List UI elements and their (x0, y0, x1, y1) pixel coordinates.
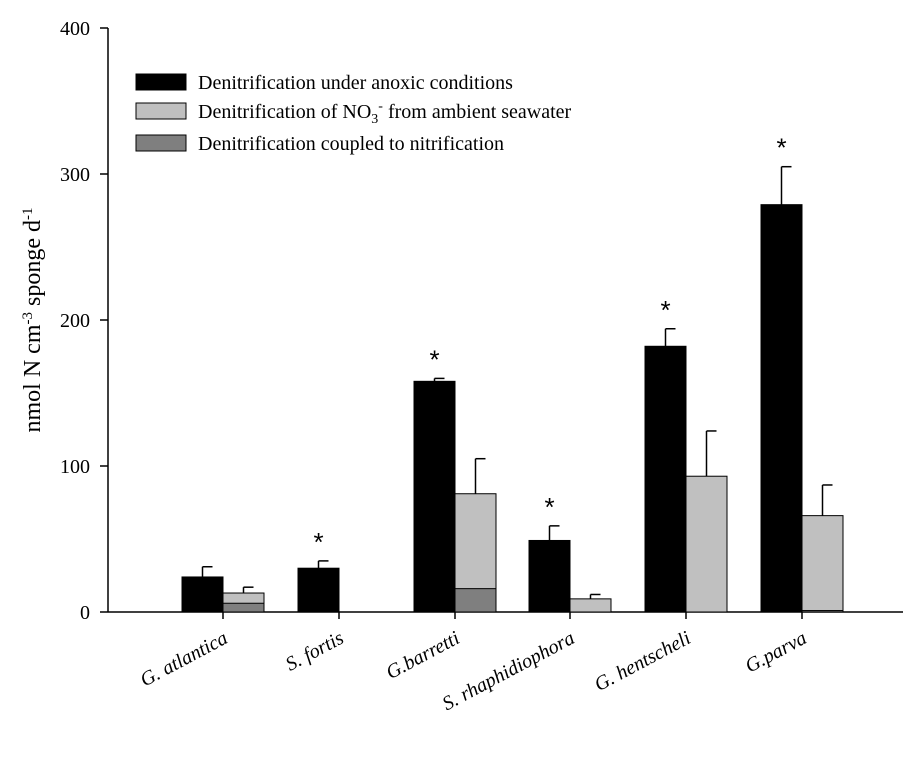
legend-swatch (135, 73, 187, 91)
error-bars (201, 165, 833, 599)
y-axis: 0 100 200 300 400 (60, 18, 109, 624)
bars (181, 204, 844, 613)
legend-label-part: Denitrification of NO (198, 101, 371, 123)
significance-star: * (544, 492, 554, 522)
legend-label-part: Denitrification coupled to nitrification (198, 133, 504, 155)
legend-label: Denitrification coupled to nitrification (198, 133, 504, 155)
bar-coupled-nitrification (454, 588, 497, 613)
bar-ambient-seawater (801, 515, 844, 613)
y-axis-label: nmol N cm-3 sponge d-1 (20, 208, 46, 433)
legend-label-part: - (378, 99, 383, 114)
bar-anoxic (760, 204, 803, 613)
legend: Denitrification under anoxic conditions D… (135, 72, 572, 155)
y-axis-label-part: -3 (20, 312, 36, 325)
bar-ambient-seawater (685, 475, 728, 613)
y-tick-label: 400 (60, 18, 90, 40)
significance-markers: * * * * * (313, 133, 786, 557)
bar-anoxic (181, 576, 224, 613)
y-tick-label: 200 (60, 310, 90, 332)
x-tick-label: S. fortis (282, 627, 347, 676)
bar-coupled-nitrification (222, 602, 265, 613)
legend-label: Denitrification of NO3- from ambient sea… (198, 99, 572, 127)
y-tick-label: 0 (80, 602, 90, 624)
y-tick-label: 100 (60, 456, 90, 478)
legend-swatch (135, 134, 187, 152)
legend-label-part: 3 (371, 112, 378, 127)
significance-star: * (429, 344, 439, 374)
bar-coupled-nitrification (801, 610, 844, 613)
y-axis-label-part: -1 (20, 208, 36, 221)
bar-anoxic (644, 345, 687, 613)
bar-ambient-seawater (569, 598, 612, 613)
legend-label-part: from ambient seawater (383, 101, 572, 123)
y-axis-label-part: sponge d (20, 220, 46, 312)
legend-label: Denitrification under anoxic conditions (198, 72, 513, 94)
significance-star: * (660, 295, 670, 325)
y-tick-label: 300 (60, 164, 90, 186)
x-tick-label: G. hentscheli (591, 627, 695, 696)
legend-label-part: Denitrification under anoxic conditions (198, 72, 513, 94)
x-tick-label: G. atlantica (137, 627, 232, 691)
bar-anoxic (297, 567, 340, 613)
y-axis-label-part: nmol N cm (20, 324, 46, 432)
x-tick-label: G.parva (742, 627, 811, 677)
significance-star: * (776, 133, 786, 163)
bar-anoxic (528, 539, 571, 613)
significance-star: * (313, 527, 323, 557)
bar-anoxic (413, 380, 456, 613)
legend-swatch (135, 102, 187, 120)
x-tick-label: G.barretti (383, 627, 464, 684)
